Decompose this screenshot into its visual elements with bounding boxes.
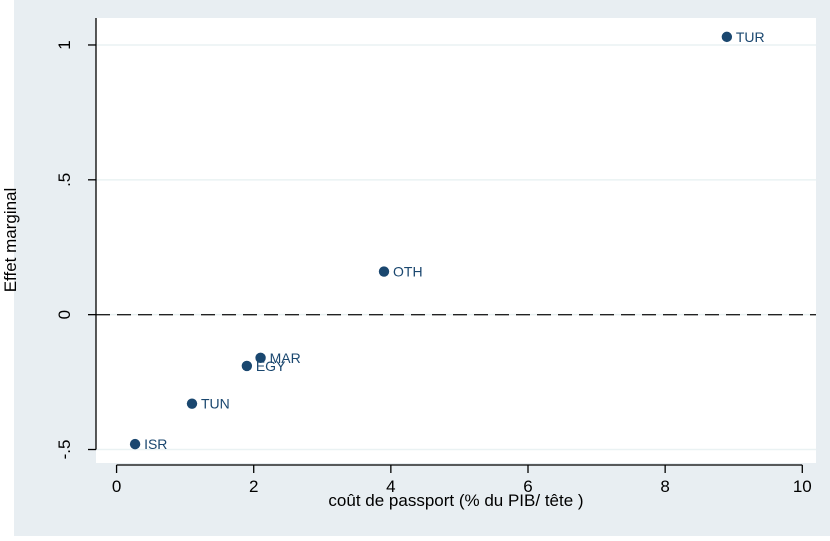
y-tick-label: 1 — [55, 40, 74, 49]
data-label-isr: ISR — [144, 436, 167, 452]
data-label-tur: TUR — [736, 29, 765, 45]
axes-layer: 0 2 4 6 8 10 -.5 0 .5 1 — [55, 18, 812, 496]
x-tick-label: 6 — [523, 477, 532, 496]
data-label-oth: OTH — [393, 264, 423, 280]
x-axis-label: coût de passport (% du PIB/ tête ) — [328, 491, 583, 510]
data-label-egy: EGY — [256, 358, 286, 374]
data-point-egy — [241, 360, 253, 372]
x-tick-label: 0 — [112, 477, 121, 496]
data-point-tur — [721, 31, 733, 43]
x-tick-label: 4 — [386, 477, 395, 496]
data-label-mar: MAR — [270, 350, 301, 366]
x-tick-label: 2 — [249, 477, 258, 496]
data-point-isr — [129, 438, 141, 450]
data-point-mar — [255, 352, 266, 364]
y-tick-label: .5 — [55, 173, 74, 187]
y-tick-label: 0 — [55, 310, 74, 319]
x-tick-label: 8 — [660, 477, 669, 496]
data-point-tun — [186, 398, 198, 409]
y-tick-label: -.5 — [55, 440, 74, 460]
plot-area — [96, 18, 816, 463]
data-point-oth — [378, 266, 390, 277]
data-label-tun: TUN — [201, 396, 230, 412]
y-axis-label: Effet marginal — [1, 188, 20, 293]
x-tick-label: 10 — [793, 477, 812, 496]
